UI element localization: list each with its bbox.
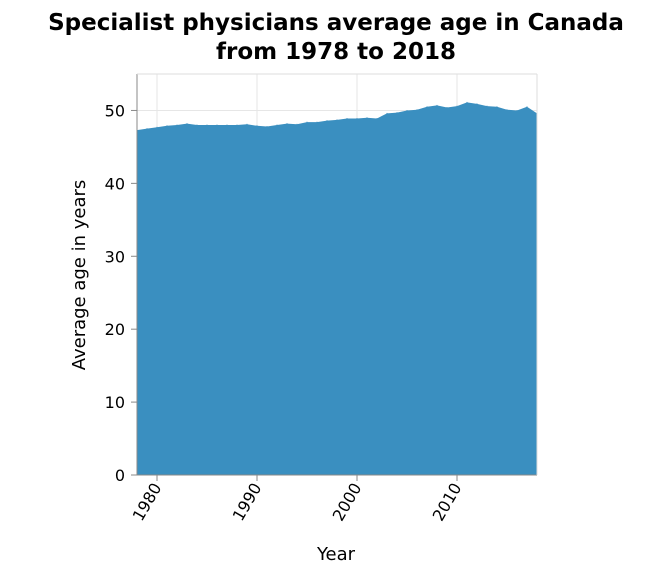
data-point [336, 119, 338, 121]
data-point [416, 109, 418, 111]
data-point [396, 112, 398, 114]
y-tick-label: 10 [105, 393, 125, 412]
chart-title-line-1: Specialist physicians average age in Can… [48, 10, 624, 36]
data-point [346, 117, 348, 119]
data-point [316, 121, 318, 123]
data-point [426, 106, 428, 108]
area-series [136, 101, 538, 476]
y-tick-label: 40 [105, 174, 125, 193]
data-point [356, 117, 358, 119]
data-point [516, 109, 518, 111]
y-axis-ticks: 0 10 20 30 40 50 [105, 101, 137, 485]
data-point [326, 120, 328, 122]
area-fill [137, 102, 537, 476]
data-point [146, 128, 148, 130]
data-point [276, 124, 278, 126]
data-point [296, 123, 298, 125]
data-point [436, 104, 438, 106]
x-axis-ticks: 1980 1990 2000 2010 [129, 475, 466, 525]
chart-title: Specialist physicians average age in Can… [48, 10, 624, 65]
data-point [386, 112, 388, 114]
data-point [196, 124, 198, 126]
x-tick-label: 1980 [129, 480, 166, 525]
data-point [526, 106, 528, 108]
data-point [246, 123, 248, 125]
data-point [216, 124, 218, 126]
y-tick-label: 20 [105, 320, 125, 339]
x-tick-label: 1990 [229, 480, 266, 525]
data-point [476, 103, 478, 105]
y-tick-label: 30 [105, 247, 125, 266]
data-point [366, 117, 368, 119]
x-tick-label: 2000 [329, 480, 366, 525]
data-point [176, 124, 178, 126]
y-axis-label: Average age in years [69, 180, 90, 371]
x-axis-label: Year [316, 544, 356, 565]
data-point [236, 124, 238, 126]
data-point [206, 124, 208, 126]
data-point [226, 124, 228, 126]
data-point [506, 109, 508, 111]
data-point [306, 121, 308, 123]
chart-title-line-2: from 1978 to 2018 [216, 39, 456, 65]
data-point [496, 106, 498, 108]
y-tick-label: 0 [115, 466, 125, 485]
data-point [286, 123, 288, 125]
data-point [186, 123, 188, 125]
data-point [376, 117, 378, 119]
x-tick-label: 2010 [429, 480, 466, 525]
data-point [446, 107, 448, 109]
data-point [156, 126, 158, 128]
data-point [486, 105, 488, 107]
data-point [256, 125, 258, 127]
data-point [456, 105, 458, 107]
data-point [406, 109, 408, 111]
data-point [266, 125, 268, 127]
data-point [166, 125, 168, 127]
data-point [466, 101, 468, 103]
y-tick-label: 50 [105, 101, 125, 120]
axes [136, 73, 538, 476]
